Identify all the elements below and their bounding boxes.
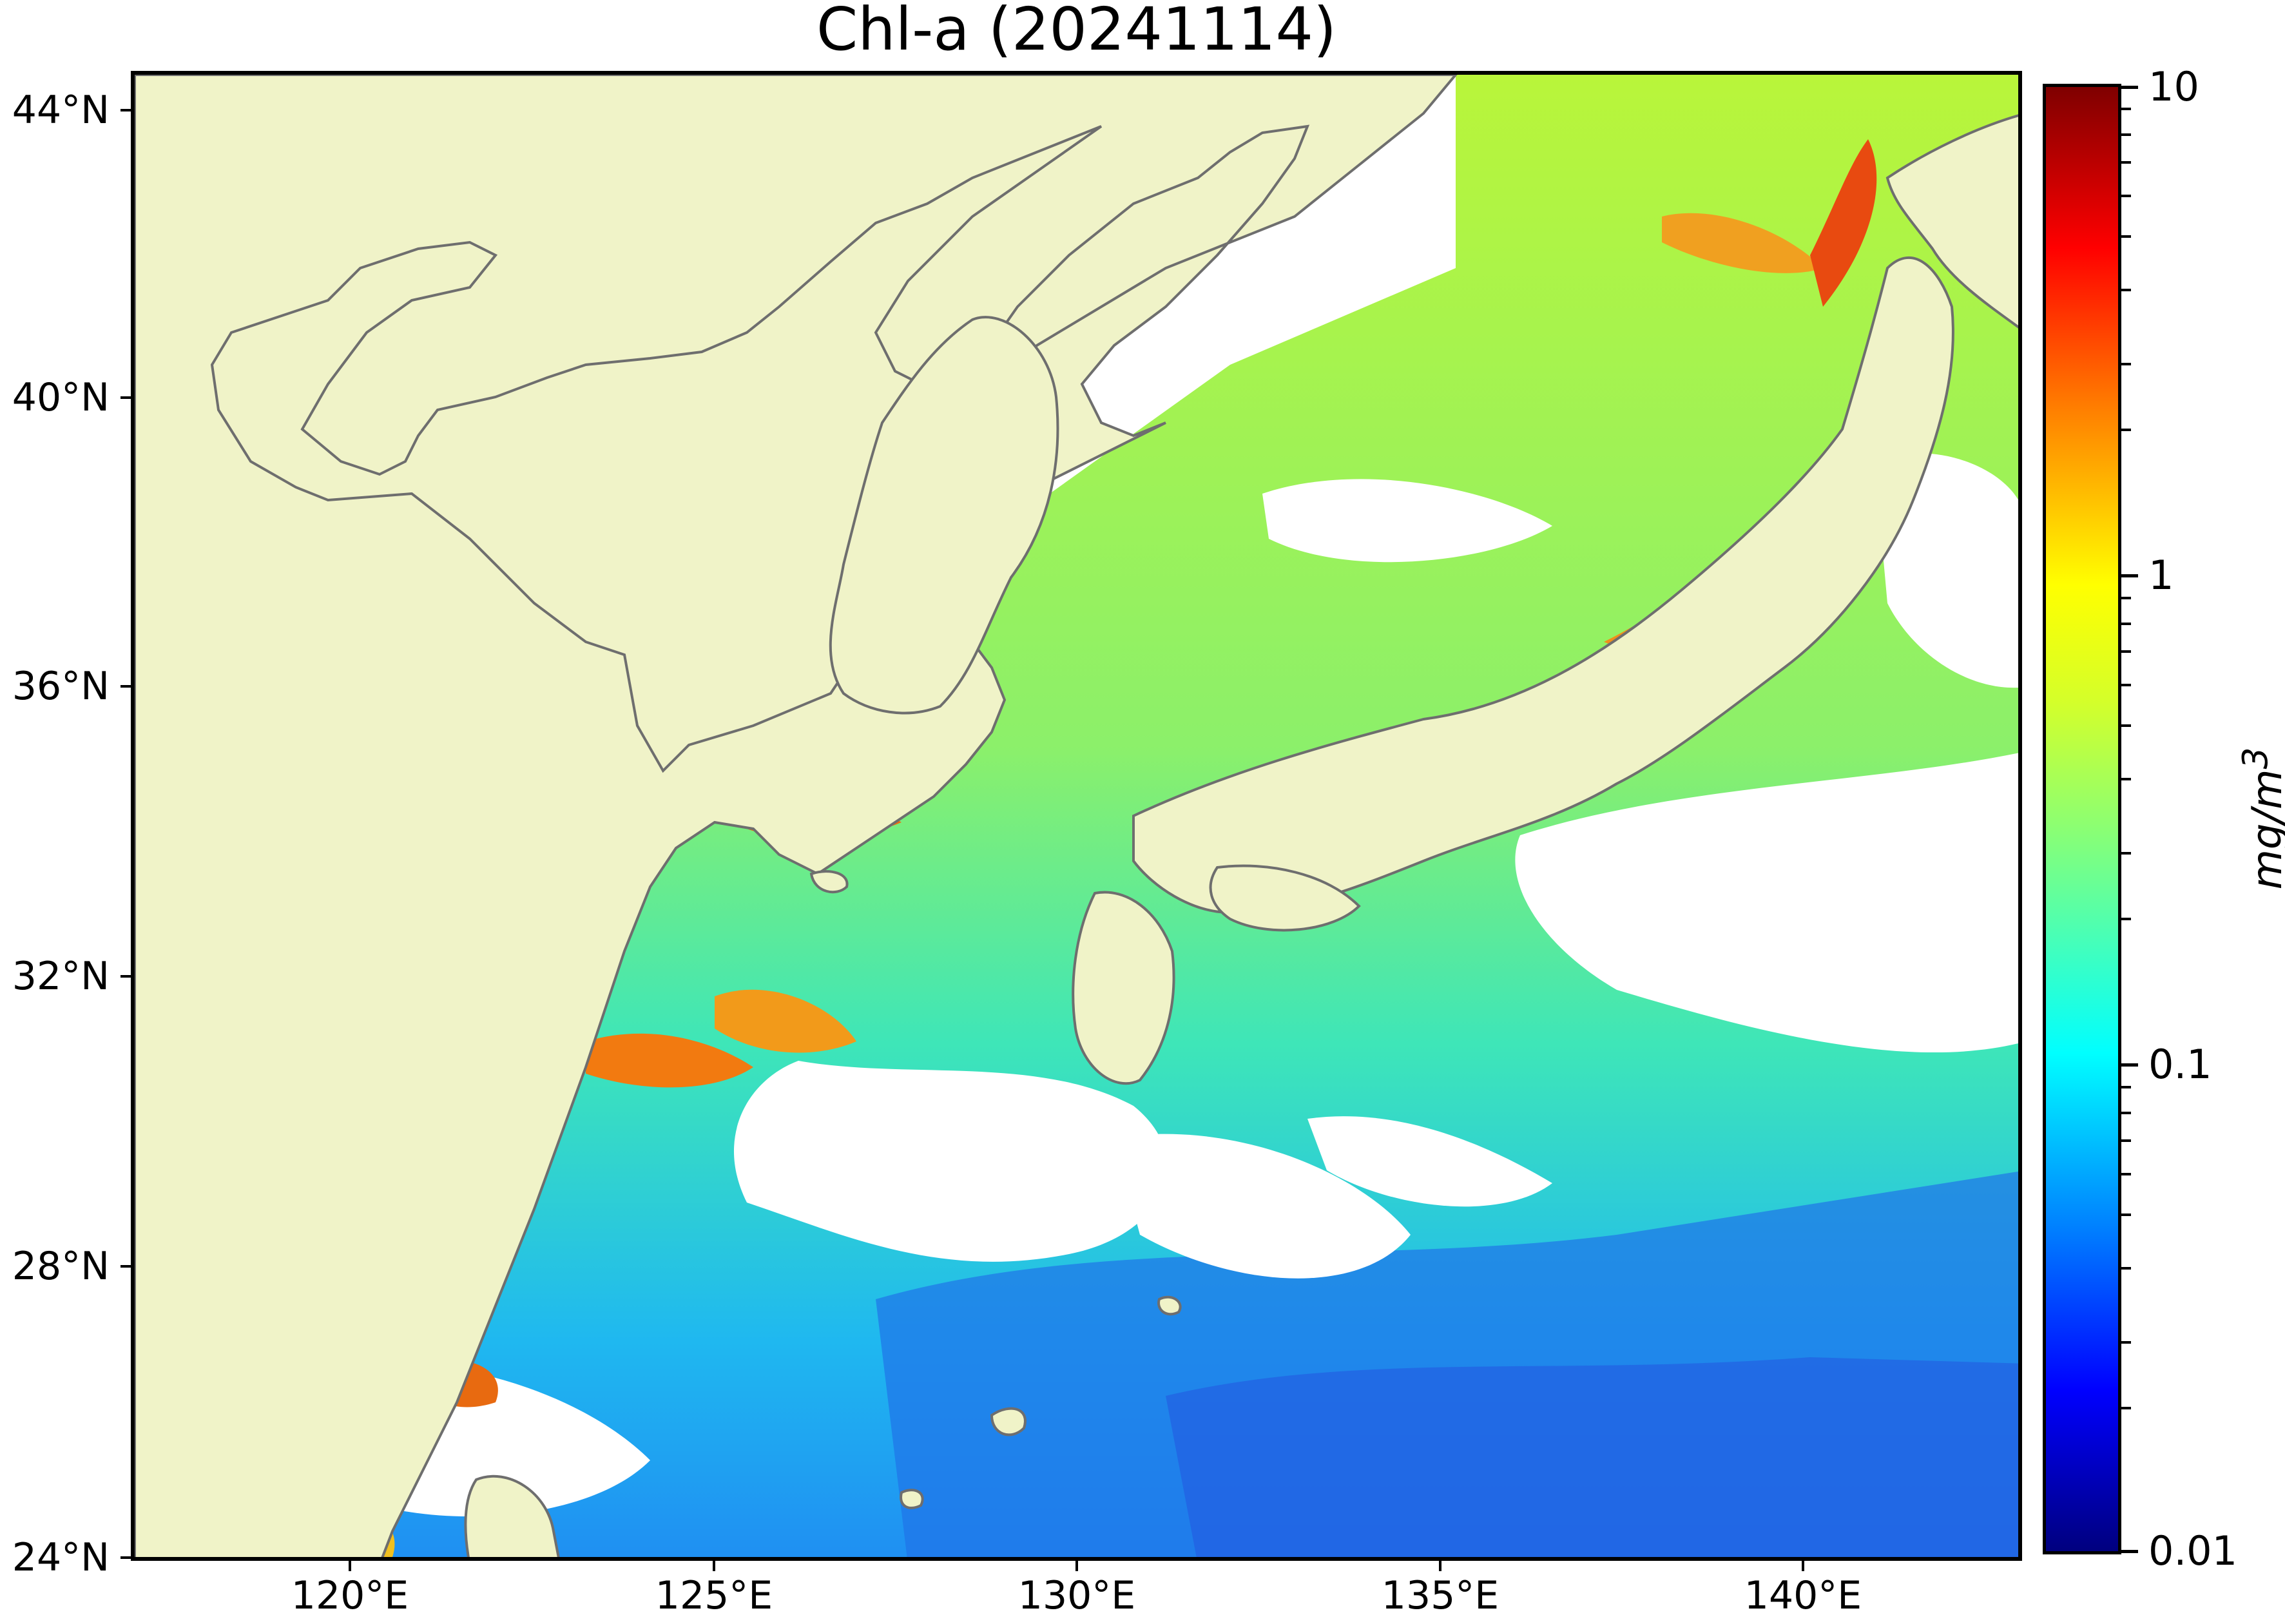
lon-label: 120°E [291,1573,409,1618]
lat-tick [121,109,131,111]
colorbar [2043,84,2121,1554]
lat-tick [121,685,131,688]
lat-label: 44°N [12,88,110,133]
japan-shikoku [1209,864,1361,932]
lon-label: 125°E [655,1573,773,1618]
colorbar-minor-tick [2121,1086,2131,1088]
jeju-island [809,870,849,894]
colorbar-label: 10 [2148,63,2199,110]
lon-tick [713,1561,715,1571]
colorbar-minor-tick [2121,235,2131,238]
lat-label: 36°N [12,664,110,709]
lon-tick [1439,1561,1441,1571]
colorbar-major-tick [2121,86,2138,89]
lat-tick [121,1556,131,1559]
colorbar-minor-tick [2121,195,2131,197]
lat-tick [121,1265,131,1268]
land-masses [135,75,2018,1557]
lon-label: 140°E [1744,1573,1862,1618]
colorbar-minor-tick [2121,918,2131,920]
colorbar-minor-tick [2121,778,2131,780]
colorbar-minor-tick [2121,1139,2131,1142]
colorbar-minor-tick [2121,623,2131,625]
lat-label: 40°N [12,375,110,420]
lat-label: 24°N [12,1535,110,1580]
colorbar-minor-tick [2121,684,2131,686]
colorbar-minor-tick [2121,852,2131,855]
colorbar-minor-tick [2121,1112,2131,1114]
colorbar-unit-base: mg/m [2244,769,2285,890]
colorbar-minor-tick [2121,133,2131,136]
colorbar-major-tick [2121,574,2138,577]
colorbar-minor-tick [2121,1213,2131,1216]
colorbar-minor-tick [2121,724,2131,727]
japan-honshu [1132,256,1954,914]
colorbar-minor-tick [2121,597,2131,599]
japan-kyushu [1072,891,1175,1085]
lon-label: 135°E [1381,1573,1499,1618]
colorbar-minor-tick [2121,289,2131,291]
lat-label: 28°N [12,1244,110,1289]
lat-tick [121,396,131,399]
japan-hokkaido [1885,114,2018,329]
colorbar-minor-tick [2121,429,2131,431]
very-low-chl-zone [1166,1357,2018,1557]
map-panel[interactable] [131,71,2022,1561]
chlorophyll-map [135,75,2018,1557]
colorbar-major-tick [2121,1063,2138,1067]
colorbar-minor-tick [2121,1173,2131,1175]
colorbar-unit-label: mg/m3 [2235,748,2285,890]
colorbar-minor-tick [2121,650,2131,653]
lat-tick [121,975,131,978]
lat-label: 32°N [12,954,110,999]
colorbar-minor-tick [2121,1267,2131,1270]
lon-tick [349,1561,351,1571]
korea-peninsula [829,316,1059,715]
taiwan [464,1474,560,1557]
colorbar-minor-tick [2121,161,2131,164]
lon-label: 130°E [1017,1573,1136,1618]
lon-tick [1075,1561,1078,1571]
map-title: Chl-a (20241114) [816,0,1336,64]
colorbar-unit-exponent: 3 [2234,747,2275,769]
asia-mainland [135,75,1458,1557]
colorbar-label: 0.01 [2148,1527,2238,1574]
colorbar-minor-tick [2121,363,2131,365]
colorbar-minor-tick [2121,108,2131,110]
colorbar-label: 1 [2148,552,2174,599]
colorbar-minor-tick [2121,1407,2131,1409]
colorbar-label: 0.1 [2148,1041,2212,1088]
lon-tick [1802,1561,1804,1571]
colorbar-major-tick [2121,1550,2138,1553]
colorbar-minor-tick [2121,1341,2131,1344]
